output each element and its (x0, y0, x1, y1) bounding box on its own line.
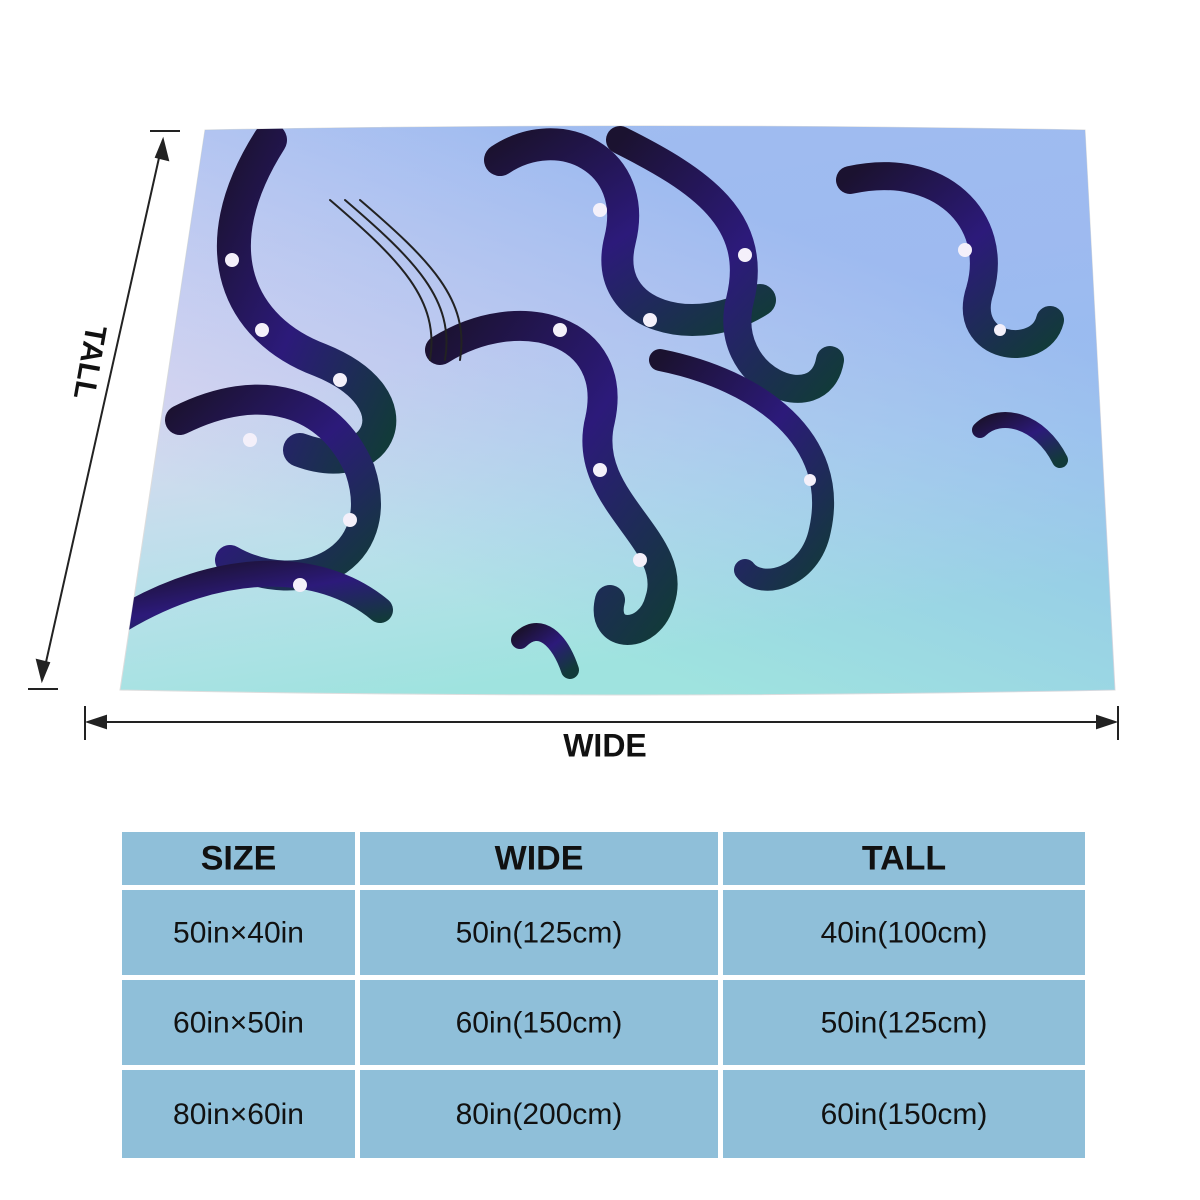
header-text: TALL (862, 839, 946, 877)
blanket (119, 125, 1116, 696)
cell-text: 60in(150cm) (456, 1006, 623, 1039)
wide-label: WIDE (563, 727, 647, 763)
table-cell (723, 980, 1085, 1065)
table-cell (360, 1070, 718, 1158)
cell-text: 80in(200cm) (456, 1098, 623, 1131)
cell-text: 50in(125cm) (821, 1006, 988, 1039)
tall-dimension (28, 130, 180, 690)
cell-text: 40in(100cm) (821, 916, 988, 949)
wide-dimension (84, 706, 1119, 740)
table-cell (360, 980, 718, 1065)
cell-text: 80in×60in (173, 1098, 304, 1131)
table-cell (122, 1070, 355, 1158)
header-cell (360, 832, 718, 885)
cell-text: 50in(125cm) (456, 916, 623, 949)
cell-text: 60in(150cm) (821, 1098, 988, 1131)
cell-text: 60in×50in (173, 1006, 304, 1039)
header-text: SIZE (201, 839, 277, 877)
table-cell (122, 980, 355, 1065)
table-cell (723, 890, 1085, 975)
header-cell (122, 832, 355, 885)
octopus-art (120, 126, 1068, 679)
table-cell (723, 1070, 1085, 1158)
table-cell (360, 890, 718, 975)
tall-label: TALL (67, 323, 112, 402)
header-text: WIDE (495, 839, 584, 877)
table-cell (122, 890, 355, 975)
size-table: SIZE WIDE TALL 50in×40in 50in(125cm) 40in(100… (122, 832, 1085, 1158)
header-cell (723, 832, 1085, 885)
cell-text: 50in×40in (173, 916, 304, 949)
